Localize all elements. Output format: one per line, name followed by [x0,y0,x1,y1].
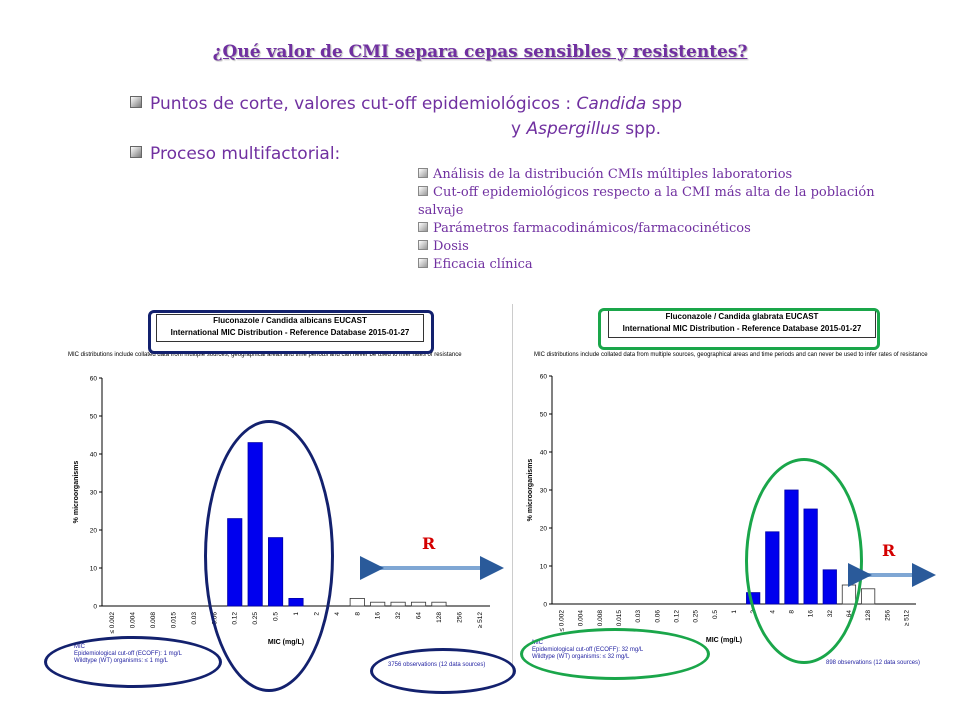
subbullet-text: Parámetros farmacodinámicos/farmacocinét… [433,221,751,236]
y-tick-label: 0 [543,602,547,609]
wildtype-ellipse-albicans [204,420,334,692]
observations-ellipse-albicans [370,648,516,694]
title-highlight-box-glabrata [598,308,880,350]
bar [860,588,876,605]
resistant-label-glabrata: R [882,541,896,560]
subbullet-list: Análisis de la distribución CMIs múltipl… [418,166,878,274]
bullet-text: Puntos de corte, valores cut-off epidemi… [150,94,577,114]
subbullet-text: Análisis de la distribución CMIs múltipl… [433,167,793,182]
x-tick-label: ≥ 512 [477,612,484,629]
x-tick-label: ≥ 512 [903,610,910,627]
bar [410,601,427,607]
subbullet-square-icon [418,258,428,268]
x-tick-label: 0.5 [712,610,719,619]
x-tick-label: 64 [416,612,423,620]
x-tick-label: 0.008 [150,612,157,629]
chart-footer-right: 898 observations (12 data sources) [826,660,921,666]
x-tick-label: 0.004 [130,612,137,629]
bar [390,601,406,607]
y-tick-label: 10 [90,566,98,573]
y-tick-label: 50 [90,414,98,421]
chart-subtitle: International MIC Distribution - Referen… [170,328,410,337]
bullet-cutoff: Puntos de corte, valores cut-off epidemi… [130,94,682,114]
resistant-label-albicans: R [422,534,436,553]
chart-note: MIC distributions include collated data … [68,352,462,358]
y-axis-label: % microorganisms [527,459,534,522]
x-tick-label: 0.03 [191,612,198,625]
subbullet-square-icon [418,168,428,178]
x-tick-label: ≤ 0.002 [559,610,566,632]
ecoff-ellipse-glabrata [520,628,710,680]
bullet-multifactorial: Proceso multifactorial: [130,144,340,164]
y-tick-label: 30 [90,490,98,497]
bullet-italic: Candida [576,94,647,114]
bar [370,601,386,607]
x-tick-label: 128 [436,612,443,623]
subbullet-square-icon [418,186,428,196]
chart-header-box: Fluconazole / Candida albicans EUCAST In… [156,314,424,342]
y-tick-label: 60 [540,374,548,381]
x-tick-label: 0.015 [616,610,623,627]
chart-subtitle: International MIC Distribution - Referen… [622,324,862,333]
bullet-cutoff-cont: y Aspergillus spp. [511,119,661,139]
y-tick-label: 60 [90,376,98,383]
subbullet-item: Cut-off epidemiológicos respecto a la CM… [418,184,878,220]
x-tick-label: 128 [865,610,872,621]
subbullet-text: Eficacia clínica [433,257,533,272]
y-tick-label: 20 [540,526,548,533]
y-tick-label: 0 [93,604,97,611]
x-tick-label: 0.004 [578,610,585,627]
wildtype-ellipse-glabrata [745,458,863,664]
chart-note: MIC distributions include collated data … [534,352,928,358]
y-tick-label: 20 [90,528,98,535]
bullet-square-icon [130,96,142,108]
bullet-text: y [511,119,527,139]
x-tick-label: 0.12 [674,610,681,623]
x-tick-label: 8 [354,612,361,616]
y-axis-label: % microorganisms [73,461,80,524]
x-tick-label: 0.015 [170,612,177,629]
x-axis-label: MIC (mg/L) [706,637,742,644]
bullet-text: Proceso multifactorial: [150,144,341,164]
x-tick-label: 4 [334,612,341,616]
x-tick-label: 256 [884,610,891,621]
bullet-square-icon [130,146,142,158]
x-tick-label: 0.25 [693,610,700,623]
chart-glabrata: 0 10 20 30 40 50 60 ≤ 0.002 0.004 0.008 0.015 0.03 0… [527,374,916,644]
title-highlight-box-albicans [148,310,434,354]
x-tick-label: 0.06 [654,610,661,623]
x-tick-label: 256 [456,612,463,623]
subbullet-text: Dosis [433,239,469,254]
chart-panel-glabrata: Fluconazole / Candida glabrata EUCAST In… [522,304,942,676]
bullet-italic: Aspergillus [526,119,620,139]
y-tick-label: 40 [90,452,98,459]
y-tick-label: 50 [540,412,548,419]
subbullet-item: Análisis de la distribución CMIs múltipl… [418,166,878,184]
x-tick-label: ≤ 0.002 [109,612,116,634]
subbullet-text: Cut-off epidemiológicos respecto a la CM… [418,185,875,218]
x-tick-label: 0.008 [597,610,604,627]
subbullet-square-icon [418,240,428,250]
bullet-text-end: spp. [619,119,662,139]
bar [431,601,447,607]
subbullet-item: Parámetros farmacodinámicos/farmacocinét… [418,220,878,238]
y-tick-label: 40 [540,450,548,457]
x-tick-label: 16 [375,612,382,620]
subbullet-item: Eficacia clínica [418,256,878,274]
bar [349,597,365,607]
bullet-text-end: spp [646,94,683,114]
x-tick-label: 1 [731,610,738,614]
chart-title: Fluconazole / Candida glabrata EUCAST [665,312,819,321]
y-tick-label: 30 [540,488,548,495]
x-tick-label: 32 [395,612,402,620]
y-tick-label: 10 [540,564,548,571]
x-tick-label: 0.03 [635,610,642,623]
chart-title: Fluconazole / Candida albicans EUCAST [213,316,367,325]
ecoff-ellipse-albicans [44,636,222,688]
subbullet-square-icon [418,222,428,232]
slide-title: ¿Qué valor de CMI separa cepas sensibles… [212,42,748,62]
subbullet-item: Dosis [418,238,878,256]
